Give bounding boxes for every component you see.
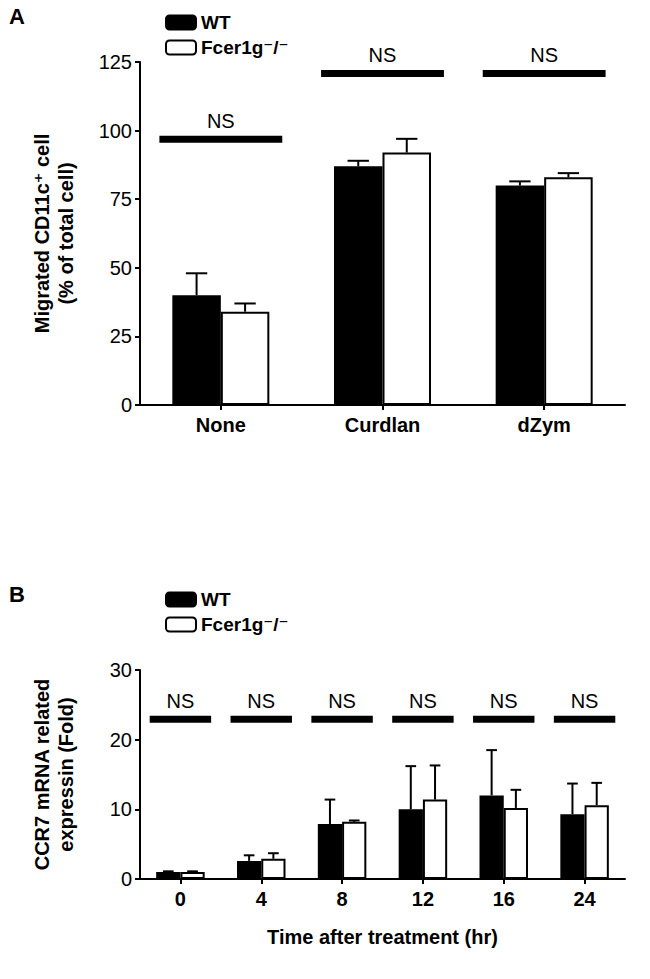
svg-text:B: B — [9, 582, 25, 607]
svg-text:8: 8 — [337, 888, 348, 910]
svg-text:30: 30 — [110, 659, 132, 681]
svg-text:100: 100 — [99, 120, 132, 142]
svg-text:24: 24 — [573, 888, 596, 910]
svg-text:NS: NS — [207, 110, 235, 132]
svg-text:dZym: dZym — [517, 414, 570, 436]
svg-text:10: 10 — [110, 798, 132, 820]
svg-text:50: 50 — [110, 257, 132, 279]
svg-text:WT: WT — [201, 12, 231, 33]
svg-text:75: 75 — [110, 188, 132, 210]
svg-text:25: 25 — [110, 325, 132, 347]
svg-text:NS: NS — [167, 690, 195, 712]
svg-text:Curdlan: Curdlan — [345, 414, 421, 436]
svg-text:None: None — [196, 414, 246, 436]
svg-text:NS: NS — [247, 690, 275, 712]
svg-text:16: 16 — [493, 888, 515, 910]
svg-text:NS: NS — [369, 44, 397, 66]
svg-text:NS: NS — [571, 690, 599, 712]
svg-text:0: 0 — [175, 888, 186, 910]
svg-text:Fcer1g⁻/⁻: Fcer1g⁻/⁻ — [201, 614, 289, 635]
svg-text:12: 12 — [412, 888, 434, 910]
svg-text:Fcer1g⁻/⁻: Fcer1g⁻/⁻ — [201, 37, 289, 58]
svg-text:NS: NS — [328, 690, 356, 712]
svg-text:A: A — [9, 4, 25, 29]
svg-text:WT: WT — [201, 589, 231, 610]
svg-text:0: 0 — [121, 394, 132, 416]
svg-text:125: 125 — [99, 51, 132, 73]
svg-text:CCR7 mRNA related: CCR7 mRNA related — [31, 679, 53, 871]
svg-text:20: 20 — [110, 729, 132, 751]
svg-text:(% of total cell): (% of total cell) — [55, 162, 77, 304]
svg-text:NS: NS — [490, 690, 518, 712]
svg-text:Migrated CD11c⁺ cell: Migrated CD11c⁺ cell — [31, 134, 53, 334]
svg-text:0: 0 — [121, 868, 132, 890]
svg-text:NS: NS — [409, 690, 437, 712]
svg-text:Time after treatment (hr): Time after treatment (hr) — [267, 926, 498, 948]
svg-text:NS: NS — [530, 44, 558, 66]
svg-text:expressin (Fold): expressin (Fold) — [55, 697, 77, 851]
svg-text:4: 4 — [256, 888, 268, 910]
